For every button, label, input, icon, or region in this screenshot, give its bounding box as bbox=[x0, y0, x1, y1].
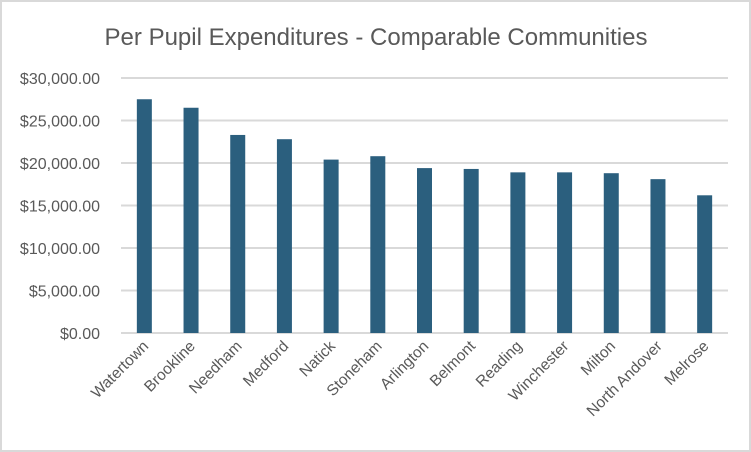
x-tick-label: Medford bbox=[240, 338, 292, 390]
y-tick-label: $30,000.00 bbox=[20, 71, 100, 88]
bar bbox=[183, 107, 199, 333]
x-tick-label: Arlington bbox=[377, 338, 432, 393]
bar bbox=[603, 173, 619, 333]
y-tick-label: $10,000.00 bbox=[20, 241, 100, 258]
x-tick-label: Belmont bbox=[427, 337, 480, 390]
x-tick-label: Melrose bbox=[661, 338, 712, 389]
bar bbox=[510, 172, 526, 333]
bar bbox=[557, 172, 573, 333]
bar bbox=[276, 139, 292, 333]
x-tick-label: Natick bbox=[296, 338, 339, 381]
bars bbox=[136, 99, 713, 333]
bar bbox=[230, 134, 246, 333]
y-tick-label: $0.00 bbox=[60, 326, 100, 343]
gridlines bbox=[121, 77, 728, 334]
bar bbox=[417, 168, 432, 333]
y-tick-label: $20,000.00 bbox=[20, 156, 100, 173]
bar bbox=[463, 168, 479, 333]
chart-title: Per Pupil Expenditures - Comparable Comm… bbox=[105, 24, 648, 51]
bar bbox=[650, 179, 666, 333]
x-tick-label: Watertown bbox=[88, 338, 152, 402]
y-tick-label: $25,000.00 bbox=[20, 114, 100, 131]
x-tick-label: Milton bbox=[578, 338, 619, 379]
bar bbox=[136, 99, 152, 333]
bar bbox=[323, 159, 339, 333]
y-tick-label: $5,000.00 bbox=[29, 284, 100, 301]
y-axis-ticks: $0.00 $5,000.00 $10,000.00 $15,000.00 $20,00… bbox=[20, 71, 100, 343]
bar bbox=[697, 195, 713, 333]
bar bbox=[370, 156, 386, 333]
y-tick-label: $15,000.00 bbox=[20, 199, 100, 216]
